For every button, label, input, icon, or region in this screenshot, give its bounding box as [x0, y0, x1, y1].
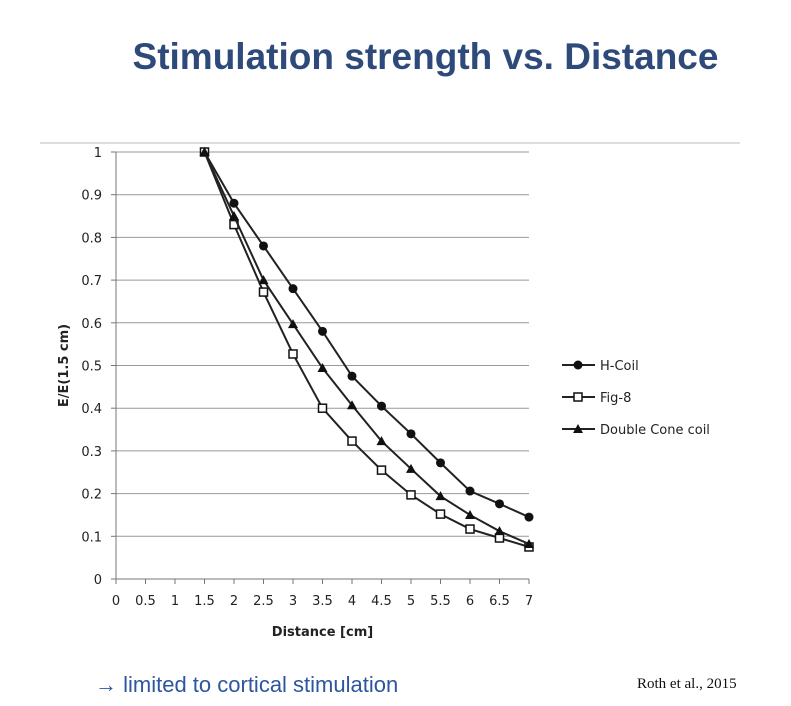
data-point — [229, 198, 239, 208]
data-point — [524, 512, 534, 522]
x-tick-label: 3.5 — [312, 594, 333, 609]
legend-label: Double Cone coil — [600, 423, 710, 438]
series-line-1 — [203, 151, 530, 548]
legend-marker — [573, 360, 583, 370]
x-tick-label: 2 — [230, 594, 238, 609]
y-tick-label: 0.1 — [81, 530, 102, 545]
footer-note: → limited to cortical stimulation — [95, 672, 399, 697]
data-point — [347, 371, 357, 381]
data-point — [465, 509, 475, 519]
series-line-0 — [203, 151, 530, 518]
slide-title: Stimulation strength vs. Distance — [132, 36, 719, 77]
y-tick-label: 0.6 — [81, 317, 102, 332]
data-point — [317, 403, 328, 413]
x-tick-label: 6 — [466, 594, 474, 609]
x-tick-label: 1.5 — [194, 594, 215, 609]
data-point — [258, 287, 269, 297]
y-tick-label: 0.2 — [81, 488, 102, 503]
x-tick-label: 7 — [525, 594, 533, 609]
data-point — [406, 490, 416, 500]
x-tick-label: 0.5 — [135, 594, 156, 609]
data-point — [347, 436, 357, 446]
data-point — [288, 284, 298, 294]
data-point — [494, 533, 505, 543]
citation: Roth et al., 2015 — [637, 676, 737, 692]
y-tick-label: 0.4 — [81, 402, 102, 417]
data-point — [377, 401, 386, 411]
x-tick-label: 3 — [289, 594, 297, 609]
data-point — [258, 275, 269, 285]
y-axis-label: E/E(1.5 cm) — [57, 324, 72, 407]
data-point — [288, 349, 298, 359]
y-tick-label: 1 — [94, 146, 102, 161]
data-point — [495, 499, 504, 509]
data-point — [347, 400, 357, 410]
x-axis-label: Distance [cm] — [272, 625, 373, 640]
y-tick-label: 0.7 — [81, 274, 102, 289]
data-point — [376, 436, 387, 446]
y-tick-label: 0.9 — [81, 189, 102, 204]
legend-marker — [573, 424, 583, 433]
data-point — [406, 429, 416, 439]
data-point — [494, 526, 505, 536]
y-tick-label: 0.3 — [81, 445, 102, 460]
data-point — [435, 491, 446, 501]
x-tick-label: 5.5 — [430, 594, 451, 609]
x-tick-label: 4 — [348, 594, 356, 609]
data-point — [465, 524, 475, 534]
y-tick-label: 0.8 — [81, 231, 102, 246]
x-tick-label: 4.5 — [371, 594, 392, 609]
data-point — [436, 458, 445, 468]
x-tick-label: 2.5 — [253, 594, 274, 609]
y-tick-label: 0 — [94, 573, 102, 588]
data-point — [318, 326, 327, 336]
data-point — [524, 538, 534, 548]
legend-marker — [573, 392, 583, 402]
y-tick-label: 0.5 — [81, 360, 102, 375]
data-point — [465, 486, 475, 496]
data-point — [288, 319, 298, 329]
x-tick-label: 5 — [407, 594, 415, 609]
series-line-2 — [203, 151, 530, 545]
data-point — [376, 465, 387, 475]
data-point — [259, 241, 268, 251]
data-point — [199, 147, 210, 156]
data-point — [229, 211, 239, 221]
legend-label: H-Coil — [600, 359, 639, 374]
x-tick-label: 1 — [171, 594, 179, 609]
data-point — [435, 509, 446, 519]
legend-label: Fig-8 — [600, 391, 631, 406]
x-tick-label: 6.5 — [489, 594, 510, 609]
data-point — [317, 363, 328, 373]
x-tick-label: 0 — [112, 594, 120, 609]
data-point — [406, 463, 416, 473]
